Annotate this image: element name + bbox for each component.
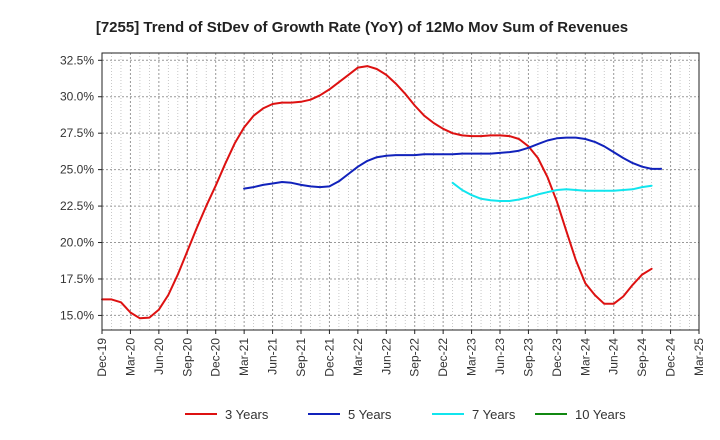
y-tick-label: 17.5% (60, 272, 94, 286)
x-tick-label: Jun-20 (152, 338, 166, 375)
y-tick-label: 30.0% (60, 90, 94, 104)
x-tick-label: Sep-20 (180, 338, 194, 377)
x-tick-label: Jun-21 (266, 338, 280, 375)
x-tick-label: Jun-24 (607, 338, 621, 375)
x-tick-label: Dec-24 (664, 338, 678, 377)
legend-label-10-years: 10 Years (575, 407, 626, 422)
legend-label-7-years: 7 Years (472, 407, 516, 422)
y-tick-label: 20.0% (60, 236, 94, 250)
plot-frame (101, 52, 700, 331)
x-tick-label: Sep-22 (408, 338, 422, 377)
series-line-5-years (243, 136, 663, 190)
x-tick-label: Dec-23 (550, 338, 564, 377)
x-tick-label: Sep-24 (635, 338, 649, 377)
legend-label-3-years: 3 Years (225, 407, 269, 422)
series-line-3-years (101, 65, 653, 320)
x-tick-label: Mar-24 (578, 338, 592, 376)
series-line-7-years (451, 181, 653, 202)
x-tick-label: Mar-20 (123, 338, 137, 376)
x-tick-label: Jun-23 (493, 338, 507, 375)
x-tick-label: Dec-21 (322, 338, 336, 377)
x-tick-label: Mar-25 (692, 338, 706, 376)
y-tick-label: 15.0% (60, 308, 94, 322)
series-lines (101, 65, 663, 320)
legend: 3 Years 5 Years 7 Years 10 Years (185, 407, 626, 422)
y-tick-label: 22.5% (60, 199, 94, 213)
x-tick-label: Jun-22 (379, 338, 393, 375)
x-tick-label: Sep-21 (294, 338, 308, 377)
y-tick-label: 27.5% (60, 126, 94, 140)
x-tick-label: Mar-22 (351, 338, 365, 376)
x-axis: Dec-19 Mar-20 Jun-20 Sep-20 Dec-20 Mar-21 Jun-… (95, 330, 706, 377)
legend-label-5-years: 5 Years (348, 407, 392, 422)
chart-title: [7255] Trend of StDev of Growth Rate (Yo… (96, 19, 628, 36)
x-tick-label: Mar-23 (465, 338, 479, 376)
x-tick-label: Dec-20 (209, 338, 223, 377)
x-tick-label: Dec-22 (436, 338, 450, 377)
x-tick-label: Sep-23 (521, 338, 535, 377)
grid (101, 53, 700, 330)
y-axis: 15.0% 17.5% 20.0% 22.5% 25.0% 27.5% 30.0% 32.5% (60, 53, 102, 322)
x-tick-label: Dec-19 (95, 338, 109, 377)
y-tick-label: 32.5% (60, 53, 94, 67)
y-tick-label: 25.0% (60, 163, 94, 177)
x-tick-label: Mar-21 (237, 338, 251, 376)
